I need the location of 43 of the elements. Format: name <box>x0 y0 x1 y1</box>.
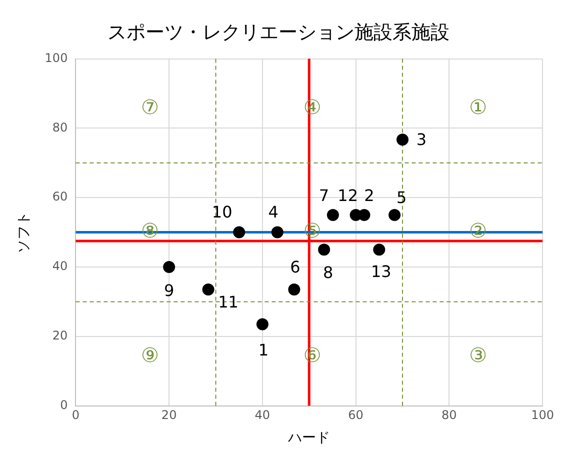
annotation: 8 <box>322 262 334 282</box>
x-axis-title: ハード <box>287 430 330 446</box>
x-tick-label: 100 <box>531 408 554 422</box>
point <box>373 244 386 256</box>
annotation: 6 <box>290 258 300 277</box>
x-tick-label: 60 <box>348 408 364 422</box>
annotation: 4 <box>268 202 278 222</box>
y-tick-label: 40 <box>52 259 68 274</box>
annotation: ⑨ <box>140 343 159 368</box>
point <box>326 208 339 221</box>
x-tick-label: 40 <box>254 408 270 422</box>
annotation: ③ <box>469 343 488 368</box>
annotation: 7 <box>318 186 330 206</box>
point <box>163 261 176 273</box>
annotation: 3 <box>416 130 427 149</box>
annotation: ⑦ <box>140 94 159 119</box>
point <box>288 284 300 296</box>
point <box>256 318 268 330</box>
annotation: 11 <box>218 292 238 312</box>
annotation: 2 <box>364 186 374 206</box>
point <box>388 208 401 221</box>
y-tick-label: 60 <box>52 190 68 204</box>
y-tick-label: 20 <box>52 328 68 343</box>
annotation: 12 <box>338 186 358 206</box>
y-tick-label: 100 <box>44 50 68 65</box>
annotation: 9 <box>164 281 174 300</box>
point <box>396 134 408 146</box>
annotation: ① <box>469 94 488 119</box>
annotation: 5 <box>396 188 407 208</box>
point <box>318 244 330 256</box>
chart-title: スポーツ・レクリエーション施設系施設 <box>108 21 450 44</box>
y-tick-label: 0 <box>60 398 68 412</box>
annotation: 1 <box>258 340 269 360</box>
annotation: 13 <box>370 262 392 281</box>
point <box>202 284 214 296</box>
y-axis-title: ソフト <box>16 211 32 254</box>
x-tick-label: 0 <box>72 408 80 422</box>
annotation: 10 <box>212 202 232 222</box>
x-tick-label: 80 <box>442 408 457 422</box>
x-tick-label: 20 <box>161 408 177 422</box>
point <box>271 226 284 238</box>
point <box>233 226 246 238</box>
y-tick-label: 80 <box>52 120 68 134</box>
